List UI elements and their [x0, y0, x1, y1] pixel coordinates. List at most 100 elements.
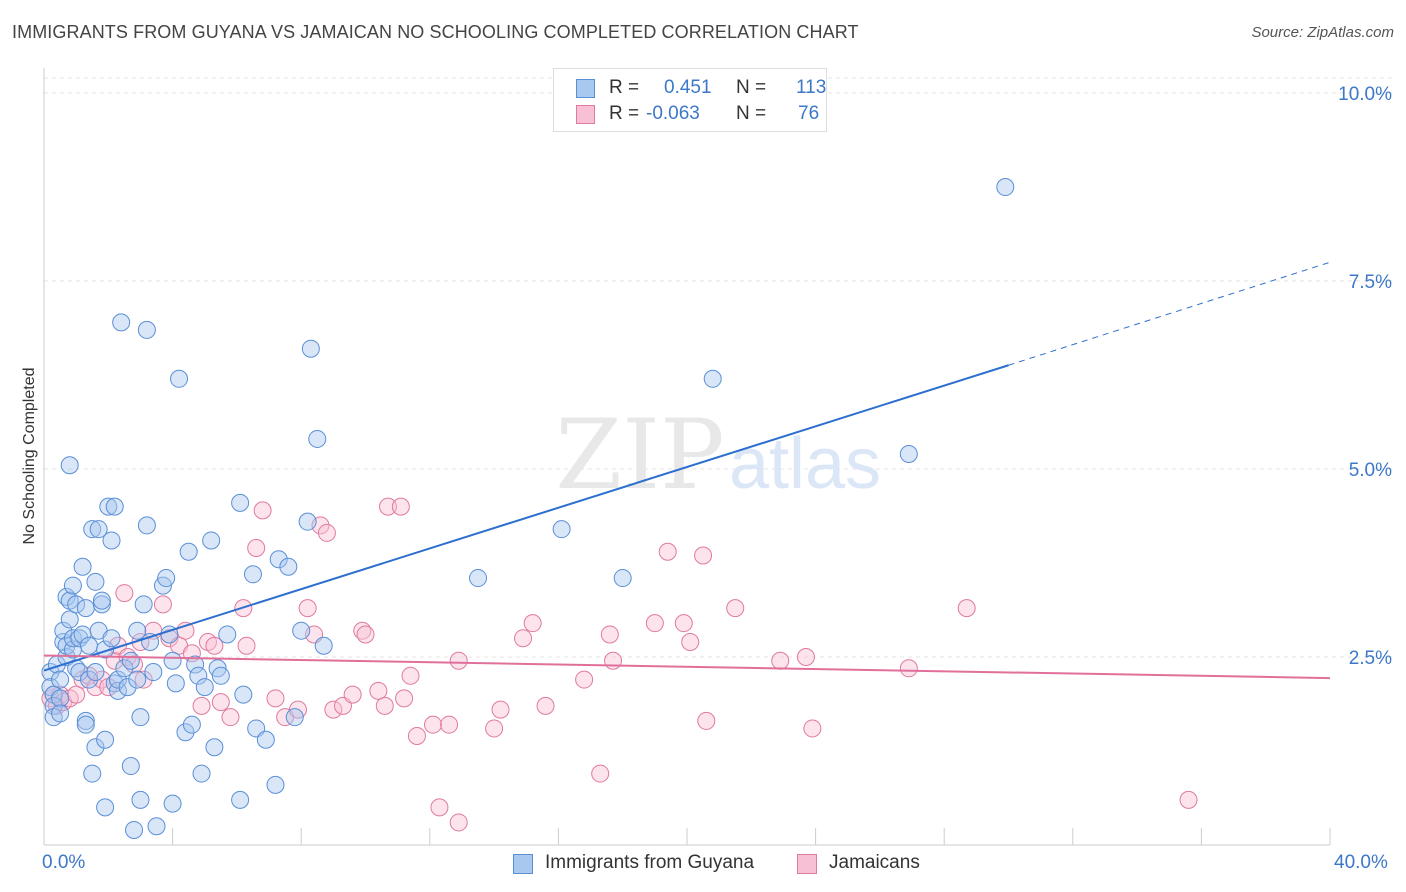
guyana-point-7 [51, 689, 70, 708]
guyana-point-55 [125, 820, 144, 839]
guyana-point-46 [105, 497, 124, 516]
jamaicans-point-79 [1179, 790, 1198, 809]
jamaicans-point-31 [237, 636, 256, 655]
legend-swatch-guyana [576, 79, 595, 98]
jamaicans-point-29 [221, 708, 240, 727]
x-tick-label-min: 0.0% [42, 852, 86, 873]
guyana-point-84 [218, 625, 237, 644]
jamaicans-point-27 [205, 636, 224, 655]
guyana-point-33 [86, 738, 105, 757]
legend-n-label: N = [736, 77, 767, 98]
jamaicans-point-64 [591, 764, 610, 783]
guyana-point-59 [131, 790, 150, 809]
guyana-point-101 [552, 520, 571, 539]
jamaicans-point-60 [514, 629, 533, 648]
guyana-point-61 [137, 320, 156, 339]
guyana-point-75 [182, 715, 201, 734]
guyana-point-49 [108, 670, 127, 689]
legend-r-value: 0.451 [664, 77, 712, 98]
legend-r-label: R = [609, 77, 640, 98]
jamaicans-point-62 [536, 696, 555, 715]
jamaicans-point-72 [697, 711, 716, 730]
guyana-point-94 [285, 708, 304, 727]
jamaicans-point-49 [391, 497, 410, 516]
watermark-zip: ZIP [555, 399, 724, 511]
legend-n-value: 113 [796, 77, 827, 98]
guyana-point-58 [131, 708, 150, 727]
watermark-atlas: atlas [729, 424, 881, 504]
watermark: ZIP atlas [555, 399, 881, 511]
guyana-point-31 [83, 764, 102, 783]
guyana-point-97 [301, 339, 320, 358]
jamaicans-point-6 [67, 685, 86, 704]
guyana-point-26 [76, 711, 95, 730]
jamaicans-point-25 [192, 696, 211, 715]
guyana-point-102 [613, 569, 632, 588]
source-label: Source: ZipAtlas.com [1251, 24, 1394, 41]
jamaicans-point-55 [440, 715, 459, 734]
guyana-point-37 [89, 520, 108, 539]
legend-swatch-jamaicans [576, 105, 595, 124]
jamaicans-point-57 [449, 651, 468, 670]
jamaicans-point-43 [343, 685, 362, 704]
guyana-point-43 [99, 497, 118, 516]
jamaicans-point-28 [211, 693, 230, 712]
guyana-point-24 [73, 557, 92, 576]
guyana-point-83 [211, 666, 230, 685]
jamaicans-point-56 [449, 813, 468, 832]
guyana-point-38 [92, 595, 111, 614]
jamaicans-points [41, 497, 1198, 832]
jamaicans-point-18 [134, 670, 153, 689]
jamaicans-point-52 [407, 726, 426, 745]
jamaicans-point-45 [356, 625, 375, 644]
guyana-point-18 [63, 629, 82, 648]
guyana-point-96 [298, 512, 317, 531]
guyana-point-60 [134, 595, 153, 614]
guyana-point-56 [128, 621, 147, 640]
jamaicans-point-75 [796, 648, 815, 667]
jamaicans-point-14 [115, 584, 134, 603]
guyana-point-15 [60, 610, 79, 629]
guyana-point-8 [51, 704, 70, 723]
guyana-point-6 [51, 670, 70, 689]
y-tick-label-3: 10.0% [1338, 84, 1392, 105]
guyana-point-104 [899, 444, 918, 463]
y-axis-label: No Schooling Completed [21, 367, 38, 545]
guyana-point-50 [112, 313, 131, 332]
guyana-point-30 [80, 670, 99, 689]
guyana-point-91 [266, 775, 285, 794]
guyana-point-35 [86, 572, 105, 591]
jamaicans-trend-line [43, 654, 1331, 680]
guyana-point-62 [137, 516, 156, 535]
jamaicans-point-20 [153, 595, 172, 614]
bottom-legend-label-jamaicans: Jamaicans [829, 852, 920, 873]
axes [43, 68, 1331, 846]
jamaicans-point-51 [401, 666, 420, 685]
guyana-point-77 [189, 666, 208, 685]
guyana-point-73 [176, 723, 195, 742]
guyana-point-44 [102, 629, 121, 648]
guyana-point-51 [115, 659, 134, 678]
jamaicans-point-69 [674, 614, 693, 633]
guyana-point-34 [86, 663, 105, 682]
guyana-point-22 [70, 663, 89, 682]
guyana-point-78 [192, 764, 211, 783]
jamaicans-point-77 [899, 659, 918, 678]
guyana-point-27 [76, 715, 95, 734]
jamaicans-point-47 [375, 696, 394, 715]
jamaicans-point-40 [317, 523, 336, 542]
legend-n-value: 76 [798, 103, 820, 124]
legend-r-label: R = [609, 103, 640, 124]
guyana-point-79 [195, 678, 214, 697]
jamaicans-point-50 [395, 689, 414, 708]
guyana-point-81 [205, 738, 224, 757]
jamaicans-point-63 [575, 670, 594, 689]
guyana-point-74 [179, 542, 198, 561]
guyana-point-32 [83, 520, 102, 539]
guyana-point-90 [256, 730, 275, 749]
legend-r-value: -0.063 [646, 103, 700, 124]
jamaicans-point-61 [523, 614, 542, 633]
legend-n-label: N = [736, 103, 767, 124]
chart-title: IMMIGRANTS FROM GUYANA VS JAMAICAN NO SC… [12, 22, 859, 42]
